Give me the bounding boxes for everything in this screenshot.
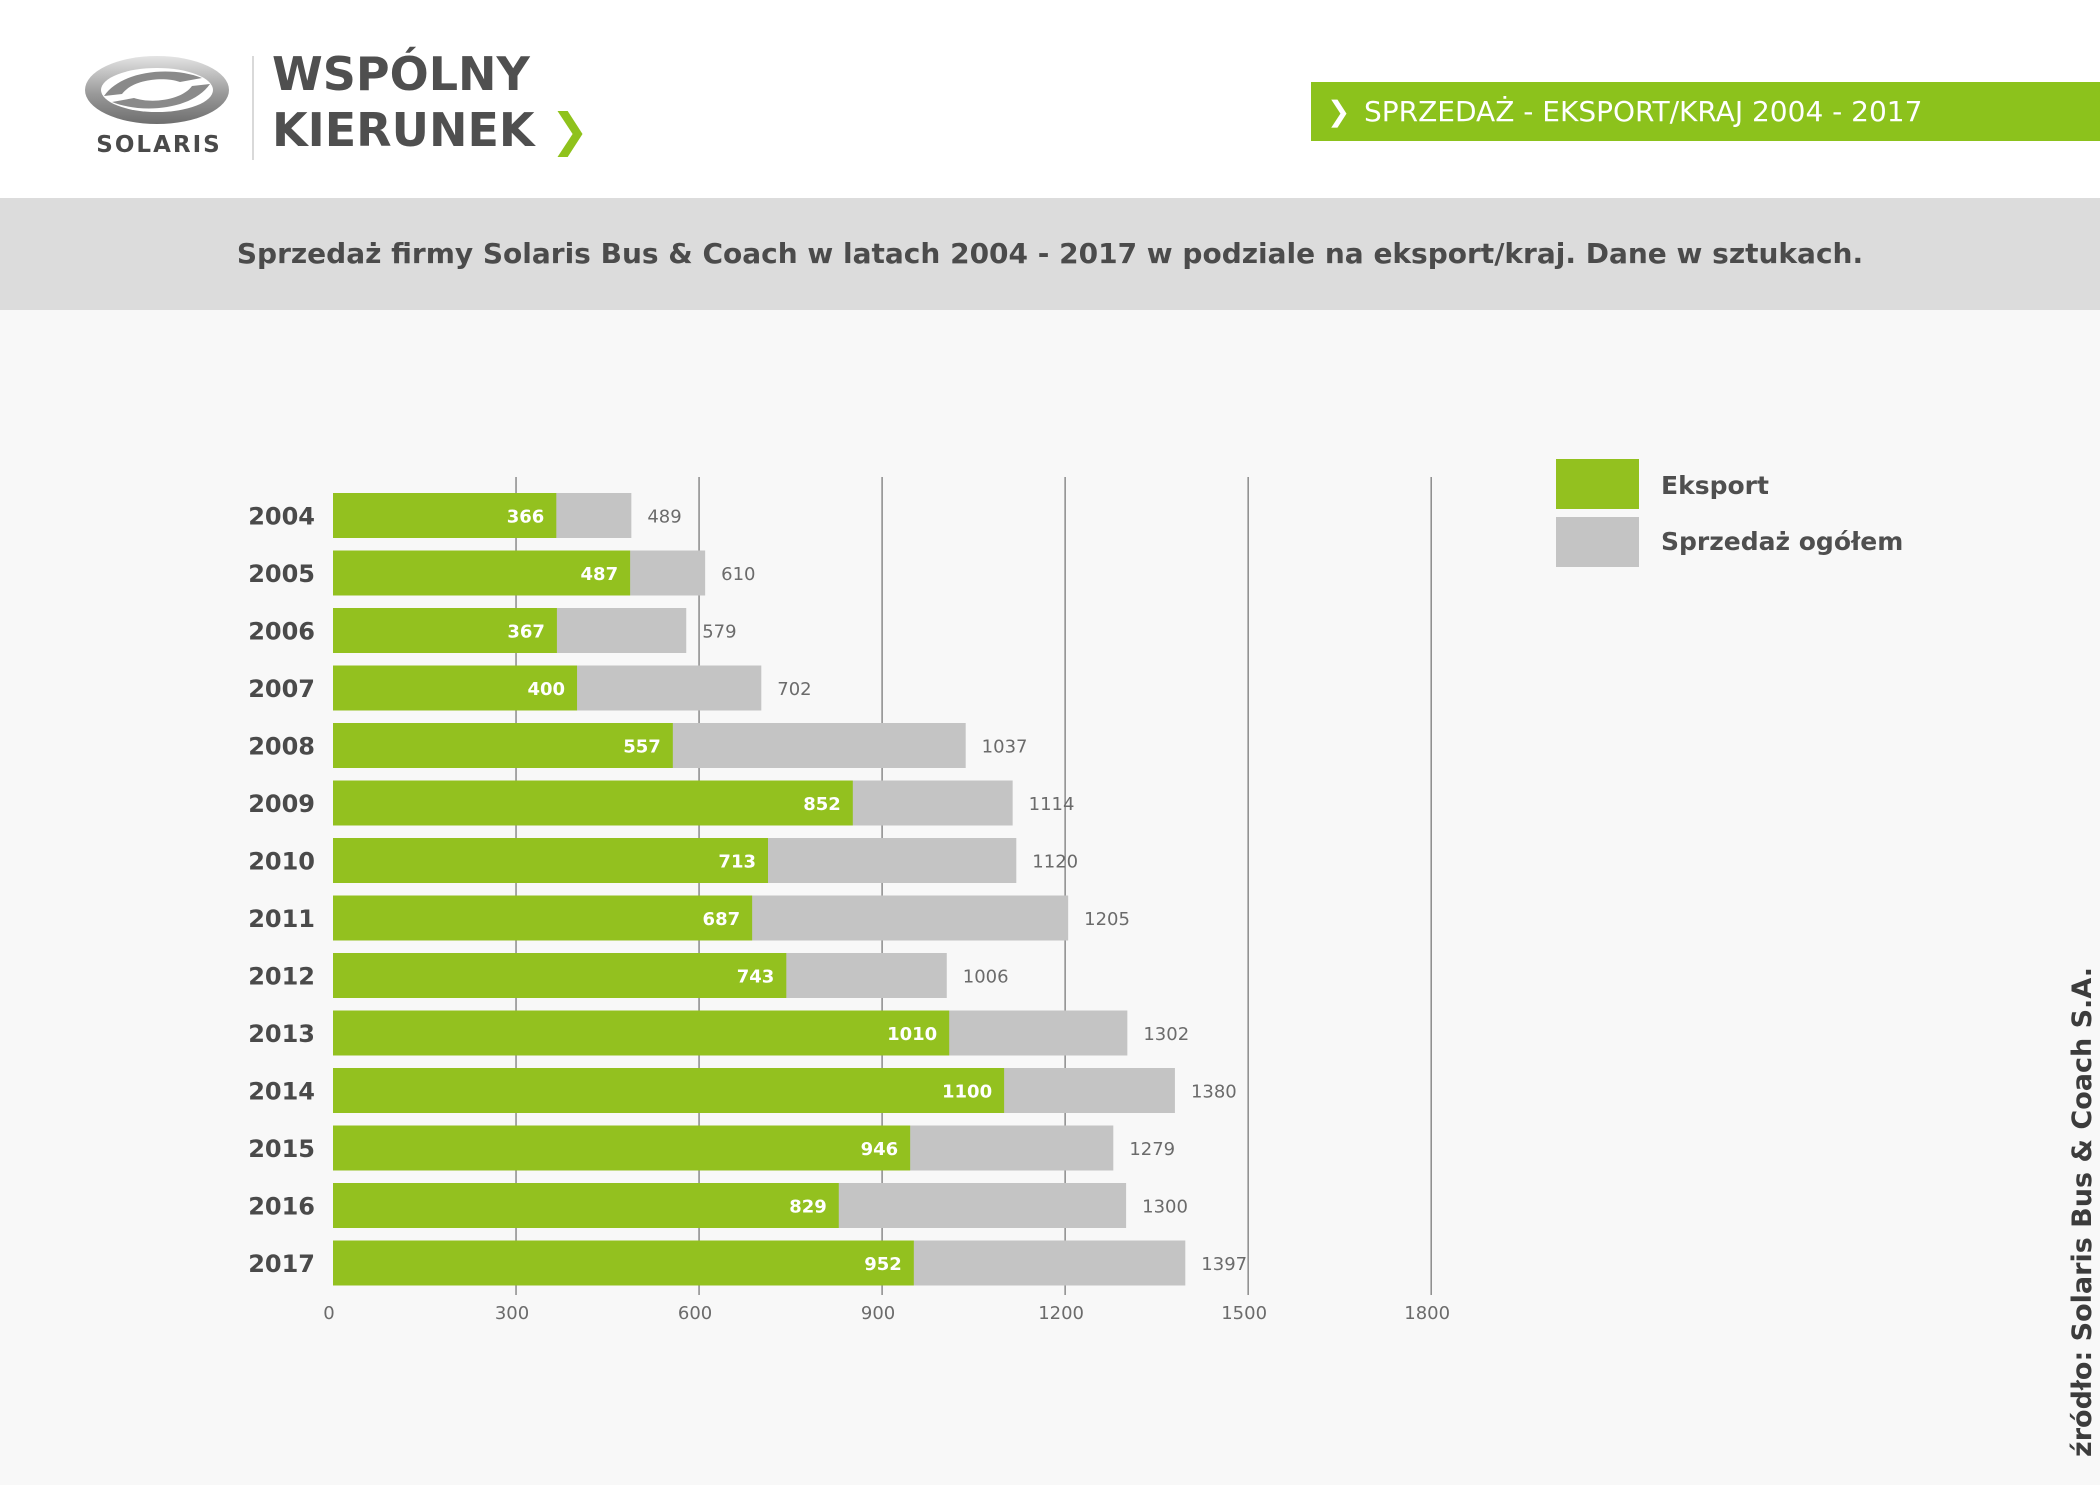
data-label-export-2012: 743 [737,967,775,988]
x-tick-label-600: 600 [678,1303,712,1324]
bar-export-2013 [333,1010,950,1056]
legend-label-eksport: Eksport [1661,471,1769,500]
data-label-total-2007: 702 [777,679,811,700]
data-label-export-2005: 487 [581,564,619,585]
y-category-label-2009: 2009 [248,790,315,818]
x-tick-label-0: 0 [323,1303,334,1324]
bar-export-2015 [333,1125,911,1171]
data-label-total-2006: 579 [702,622,736,643]
bar-export-2005 [333,550,631,596]
data-label-total-2012: 1006 [963,967,1009,988]
bar-export-2011 [333,895,753,941]
data-label-export-2010: 713 [718,852,756,873]
data-label-export-2008: 557 [623,737,661,758]
data-label-total-2010: 1120 [1032,852,1078,873]
y-category-label-2011: 2011 [248,905,315,933]
x-tick-label-1200: 1200 [1038,1303,1084,1324]
bar-export-2014 [333,1068,1005,1113]
data-label-export-2015: 946 [861,1139,899,1160]
y-category-label-2013: 2013 [248,1020,315,1048]
data-label-total-2016: 1300 [1142,1197,1188,1218]
y-category-label-2004: 2004 [248,503,315,531]
y-category-label-2008: 2008 [248,733,315,761]
chart-subtitle: Sprzedaż firmy Solaris Bus & Coach w lat… [236,237,1864,270]
data-label-total-2008: 1037 [982,737,1028,758]
x-tick-label-1500: 1500 [1221,1303,1267,1324]
x-tick-label-900: 900 [861,1303,895,1324]
y-category-label-2017: 2017 [248,1250,315,1278]
brand-line-1: WSPÓLNY [272,47,530,101]
source-note: źródło: Solaris Bus & Coach S.A. [2067,967,2098,1457]
logo-divider [252,56,254,160]
data-label-export-2011: 687 [703,909,741,930]
legend-label-sprzedaz: Sprzedaż ogółem [1661,527,1904,556]
data-label-export-2017: 952 [864,1254,902,1275]
section-title: SPRZEDAŻ - EKSPORT/KRAJ 2004 - 2017 [1364,95,1923,128]
bar-export-2016 [333,1183,839,1228]
data-label-total-2015: 1279 [1129,1139,1175,1160]
bar-export-2007 [333,665,578,711]
y-category-label-2012: 2012 [248,963,315,991]
bar-export-2006 [333,608,557,653]
data-label-total-2014: 1380 [1191,1082,1237,1103]
data-label-total-2005: 610 [721,564,755,585]
y-category-label-2015: 2015 [248,1135,315,1163]
data-label-export-2014: 1100 [942,1082,992,1103]
bar-export-2004 [333,493,557,538]
chevron-right-icon: ❯ [1327,95,1351,128]
y-category-label-2005: 2005 [248,560,315,588]
brand-line-2: KIERUNEK ❯ [272,102,589,158]
data-label-export-2006: 367 [507,622,545,643]
y-category-label-2016: 2016 [248,1193,315,1221]
bar-export-2012 [333,953,787,998]
y-category-label-2007: 2007 [248,675,315,703]
bar-export-2010 [333,838,769,883]
logo-text: SOLARIS [96,132,222,158]
x-tick-label-1800: 1800 [1404,1303,1450,1324]
y-category-label-2014: 2014 [248,1078,315,1106]
data-label-export-2007: 400 [527,679,565,700]
y-category-label-2010: 2010 [248,848,315,876]
data-label-total-2011: 1205 [1084,909,1130,930]
data-label-total-2013: 1302 [1143,1024,1189,1045]
brand-line-2-text: KIERUNEK [272,103,535,157]
data-label-export-2004: 366 [507,507,545,528]
data-label-total-2017: 1397 [1201,1254,1247,1275]
y-category-label-2006: 2006 [248,618,315,646]
legend-swatch-eksport [1556,459,1639,509]
brand-title: WSPÓLNY KIERUNEK ❯ [272,46,589,158]
bar-chart: 0 300 600 900 1200 1500 1800 2004 366 489 2005 487 6… [248,477,1450,1324]
bar-export-2017 [333,1240,914,1286]
subtitle-band: Sprzedaż firmy Solaris Bus & Coach w lat… [0,198,2100,310]
chart-area: 0 300 600 900 1200 1500 1800 2004 366 489 2005 487 6… [0,310,2100,1485]
data-label-export-2016: 829 [789,1197,827,1218]
data-label-total-2009: 1114 [1029,794,1075,815]
section-title-bar: ❯ SPRZEDAŻ - EKSPORT/KRAJ 2004 - 2017 [1311,82,2100,141]
bar-export-2008 [333,723,673,768]
legend-swatch-sprzedaz [1556,517,1639,567]
chevron-right-icon: ❯ [550,103,590,157]
solaris-logo-icon [85,56,229,124]
data-label-export-2013: 1010 [887,1024,937,1045]
data-label-total-2004: 489 [647,507,681,528]
bar-export-2009 [333,780,853,826]
x-tick-label-300: 300 [495,1303,529,1324]
data-label-export-2009: 852 [803,794,841,815]
header: SOLARIS WSPÓLNY KIERUNEK ❯ ❯ SPRZEDAŻ - … [0,0,2100,198]
